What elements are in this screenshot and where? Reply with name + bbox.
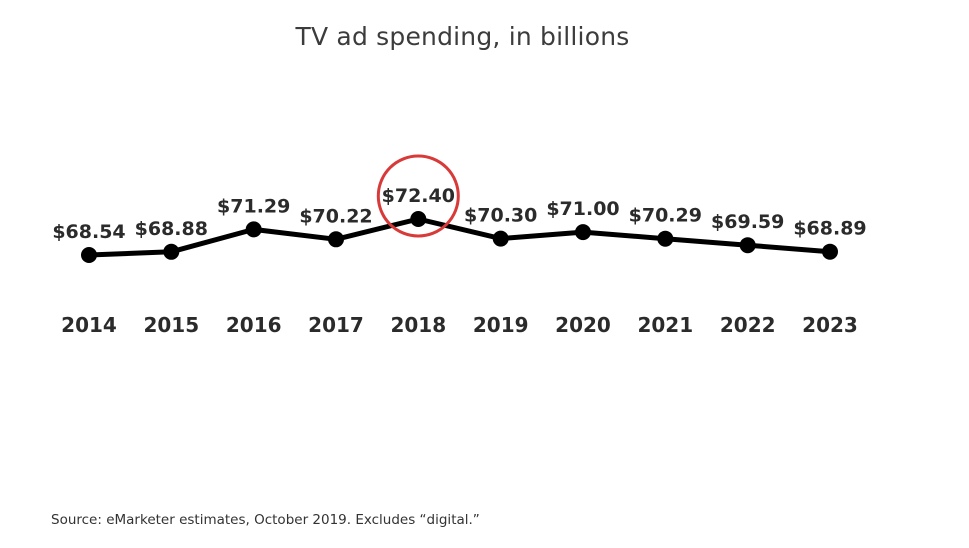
- data-label-2015: $68.88: [135, 218, 208, 240]
- data-point-2021: [657, 230, 674, 247]
- chart-title: TV ad spending, in billions: [295, 22, 630, 51]
- data-label-2014: $68.54: [52, 221, 125, 243]
- data-point-2018: [410, 211, 427, 227]
- source-note: Source: eMarketer estimates, October 201…: [51, 512, 480, 528]
- x-tick-label-2014: 2014: [61, 313, 117, 337]
- data-point-2022: [739, 237, 756, 254]
- data-label-2023: $68.89: [793, 218, 866, 240]
- x-tick-label-2017: 2017: [308, 313, 364, 337]
- data-label-2022: $69.59: [711, 211, 784, 233]
- data-label-2020: $71.00: [546, 198, 619, 220]
- highlight-circle: [376, 154, 460, 238]
- x-tick-label-2019: 2019: [473, 313, 529, 337]
- x-tick-label-2016: 2016: [226, 313, 282, 337]
- data-label-2017: $70.22: [299, 205, 372, 227]
- data-point-2014: [81, 247, 97, 263]
- x-tick-label-2022: 2022: [720, 313, 776, 337]
- data-point-2020: [575, 224, 591, 241]
- data-label-2021: $70.29: [629, 205, 702, 227]
- data-point-2015: [163, 243, 180, 260]
- data-point-2016: [245, 221, 262, 238]
- data-label-2018: $72.40: [382, 185, 455, 207]
- data-point-2017: [328, 231, 344, 248]
- x-tick-label-2023: 2023: [802, 313, 858, 337]
- data-point-2023: [822, 243, 838, 260]
- x-tick-label-2018: 2018: [390, 313, 446, 337]
- data-label-2016: $71.29: [217, 195, 290, 217]
- data-label-2019: $70.30: [464, 205, 537, 227]
- series-line: [86, 216, 833, 258]
- x-tick-label-2020: 2020: [555, 313, 611, 337]
- data-point-2019: [492, 230, 509, 247]
- x-tick-label-2015: 2015: [143, 313, 199, 337]
- x-tick-label-2021: 2021: [637, 313, 693, 337]
